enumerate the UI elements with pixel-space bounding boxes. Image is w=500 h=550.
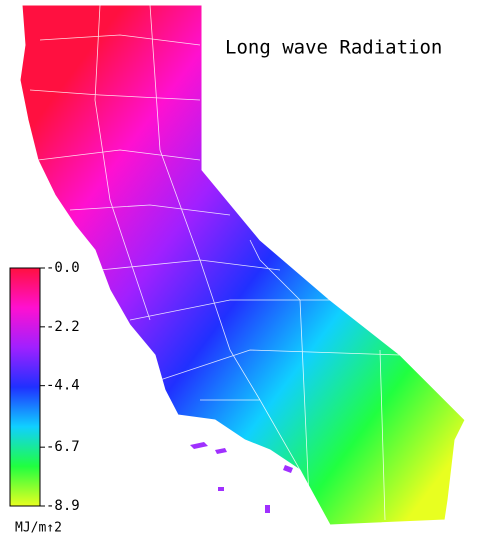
colorbar-tick-label: -0.0: [46, 260, 80, 276]
colorbar-tick-label: -2.2: [46, 319, 80, 335]
colorbar-tick-label: -8.9: [46, 498, 80, 514]
california-map: [19, 4, 466, 526]
colorbar-unit: MJ/m↑2: [15, 521, 62, 536]
colorbar-tick-label: -4.4: [46, 378, 80, 394]
colorbar-tick-label: -6.7: [46, 439, 80, 455]
colorbar: -0.0 -2.2 -4.4 -6.7 -8.9 MJ/m↑2: [9, 260, 80, 536]
map-title: Long wave Radiation: [225, 37, 442, 59]
county-lines: [29, 4, 401, 521]
colorbar-scale: [9, 267, 41, 507]
